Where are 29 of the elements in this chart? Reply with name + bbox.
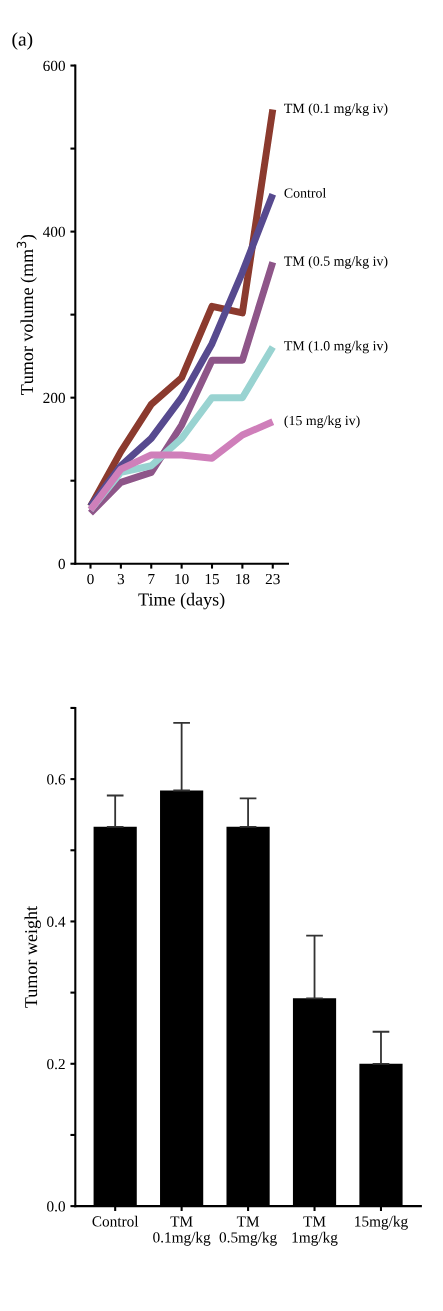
x-tick-label: 15: [205, 573, 220, 585]
y-axis-title: Tumor volume (mm$^{3}$): [16, 234, 37, 395]
y-tick-label: 200: [43, 392, 66, 404]
text: (a): [12, 32, 33, 50]
x-tick-label: TM 0.5mg/kg: [219, 1216, 277, 1246]
y-tick-label: 400: [42, 226, 66, 238]
x-tick-label: TM 0.1mg/kg: [153, 1216, 211, 1246]
y-tick-label: 0.4: [47, 916, 66, 927]
y-tick-label: 0.6: [47, 774, 66, 785]
y-tick-label: 0: [58, 558, 66, 570]
x-tick-label: 3: [117, 573, 125, 585]
x-tick-label: TM 1mg/kg: [292, 1216, 338, 1246]
y-tick-label: 600: [43, 60, 66, 71]
series-label: Control: [284, 187, 327, 198]
y-tick-label: 0.0: [47, 1201, 66, 1212]
series-label: (15 mg/kg iv): [284, 415, 360, 429]
y-axis-title: Tumor weight: [24, 906, 41, 1008]
series-label: TM (1.0 mg/kg iv): [284, 340, 388, 354]
x-tick-label: 23: [265, 573, 280, 585]
x-tick-label: 10: [175, 573, 189, 585]
x-tick-label: 18: [236, 573, 250, 585]
series-label: TM (0.5 mg/kg iv): [284, 256, 388, 269]
series-label: TM (0.1 mg/kg iv): [284, 103, 388, 116]
x-tick-label: 0: [87, 573, 94, 585]
x-tick-label: 7: [148, 574, 155, 585]
x-tick-label: 15mg/kg: [355, 1215, 408, 1230]
x-axis-title: Time (days): [138, 592, 225, 610]
x-tick-label: Control: [92, 1215, 139, 1227]
y-tick-label: 0.2: [47, 1058, 65, 1070]
